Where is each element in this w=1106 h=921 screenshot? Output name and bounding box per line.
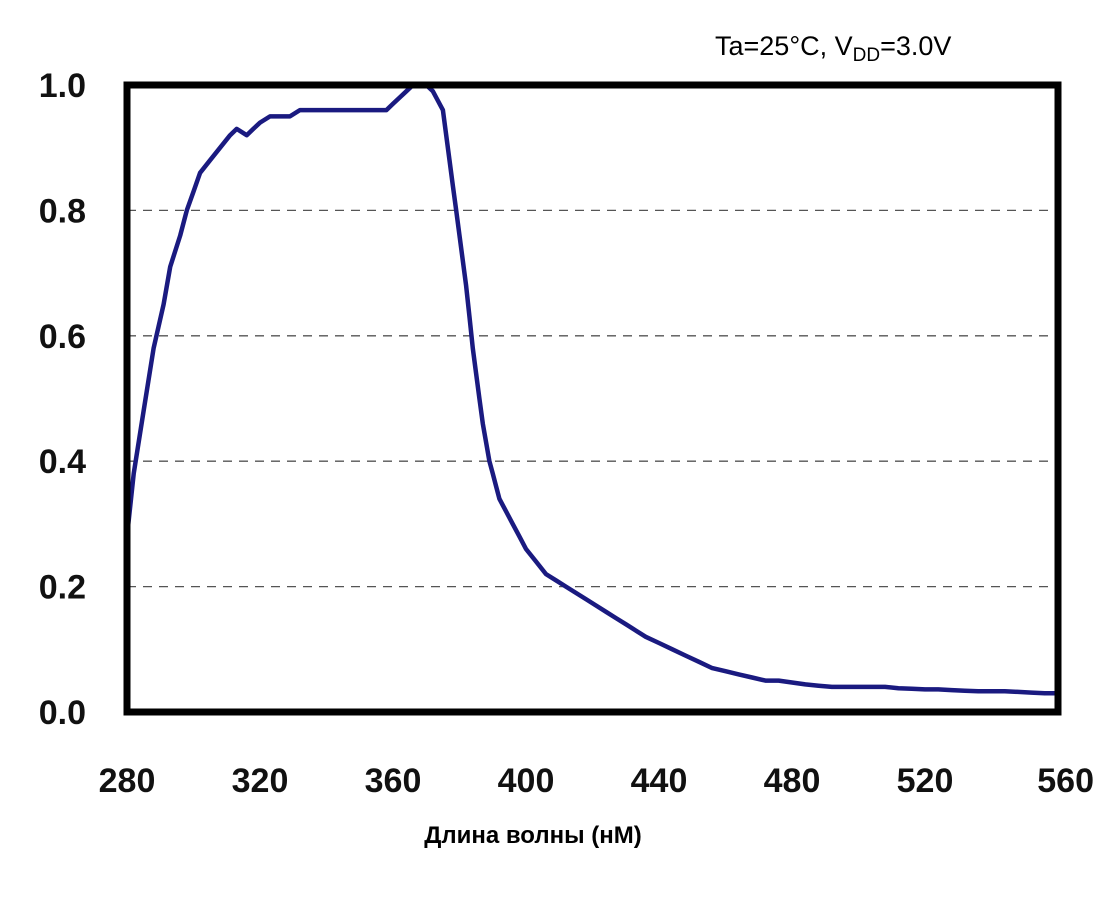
x-tick-label: 280: [99, 762, 156, 800]
y-tick-label: 0.2: [39, 569, 86, 607]
x-tick-label: 520: [897, 762, 954, 800]
annotation-suffix: =3.0V: [880, 31, 951, 61]
y-tick-label: 0.4: [39, 443, 86, 481]
annotation-prefix: Ta=25°C, V: [715, 31, 853, 61]
series-line-0: [124, 82, 1061, 696]
x-axis-label: Длина волны (нМ): [424, 822, 642, 849]
x-tick-label: 320: [232, 762, 289, 800]
x-tick-label: 560: [1037, 762, 1094, 800]
x-tick-label: 400: [498, 762, 555, 800]
x-tick-label: 360: [365, 762, 422, 800]
series-group: [124, 82, 1061, 696]
x-tick-label: 480: [764, 762, 821, 800]
x-tick-label: 440: [631, 762, 688, 800]
grid-lines: [127, 209, 1058, 588]
y-tick-label: 1.0: [39, 67, 86, 105]
conditions-annotation: Ta=25°C, VDD=3.0V: [715, 31, 951, 66]
x-tick-labels: 280 320 360 400 440 480 520 560: [99, 762, 1094, 800]
y-tick-label: 0.0: [39, 694, 86, 732]
y-tick-label: 0.6: [39, 318, 86, 356]
y-tick-labels: 0.0 0.2 0.4 0.6 0.8 1.0: [39, 67, 86, 732]
annotation-subscript: DD: [853, 45, 880, 66]
y-tick-label: 0.8: [39, 192, 86, 230]
plot-frame: [123, 81, 1062, 716]
